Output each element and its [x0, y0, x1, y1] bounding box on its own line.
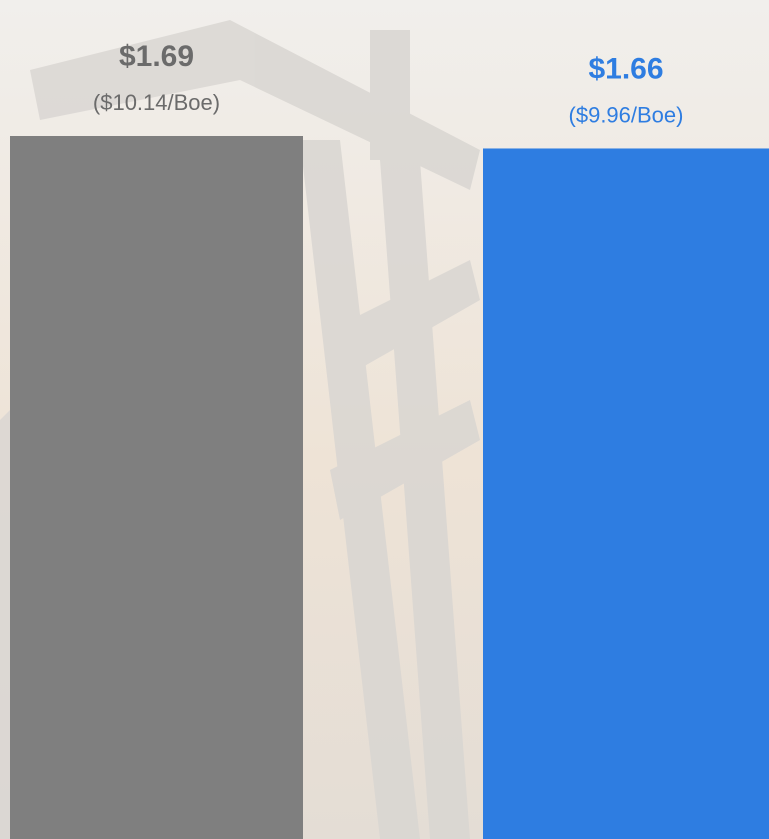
bar	[483, 148, 769, 839]
per-boe-label: ($10.14/Boe)	[93, 90, 220, 115]
value-label: $1.69	[119, 40, 194, 73]
bar	[10, 136, 303, 839]
per-boe-label: ($9.96/Boe)	[569, 102, 684, 127]
value-label: $1.66	[588, 52, 663, 85]
